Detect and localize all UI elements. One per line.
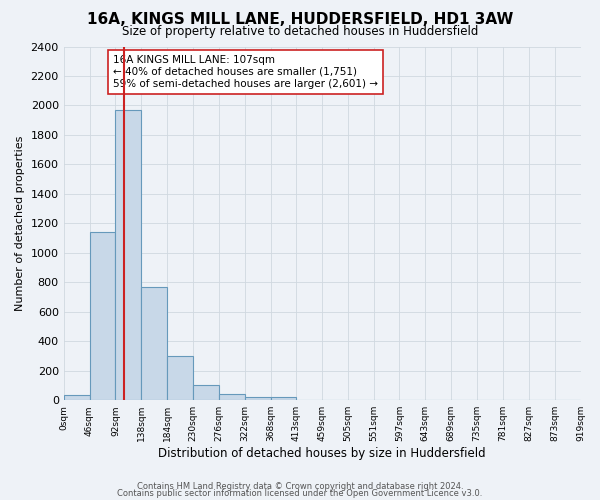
Text: Contains HM Land Registry data © Crown copyright and database right 2024.: Contains HM Land Registry data © Crown c… <box>137 482 463 491</box>
Bar <box>271 398 296 400</box>
Bar <box>64 395 89 400</box>
Bar <box>89 232 115 400</box>
Bar <box>115 110 141 400</box>
Text: 16A KINGS MILL LANE: 107sqm
← 40% of detached houses are smaller (1,751)
59% of : 16A KINGS MILL LANE: 107sqm ← 40% of det… <box>113 56 378 88</box>
Text: Contains public sector information licensed under the Open Government Licence v3: Contains public sector information licen… <box>118 490 482 498</box>
Bar <box>141 286 167 400</box>
Bar <box>167 356 193 400</box>
Text: 16A, KINGS MILL LANE, HUDDERSFIELD, HD1 3AW: 16A, KINGS MILL LANE, HUDDERSFIELD, HD1 … <box>87 12 513 28</box>
X-axis label: Distribution of detached houses by size in Huddersfield: Distribution of detached houses by size … <box>158 447 486 460</box>
Bar <box>245 396 271 400</box>
Y-axis label: Number of detached properties: Number of detached properties <box>15 136 25 311</box>
Text: Size of property relative to detached houses in Huddersfield: Size of property relative to detached ho… <box>122 25 478 38</box>
Bar <box>219 394 245 400</box>
Bar <box>193 386 219 400</box>
